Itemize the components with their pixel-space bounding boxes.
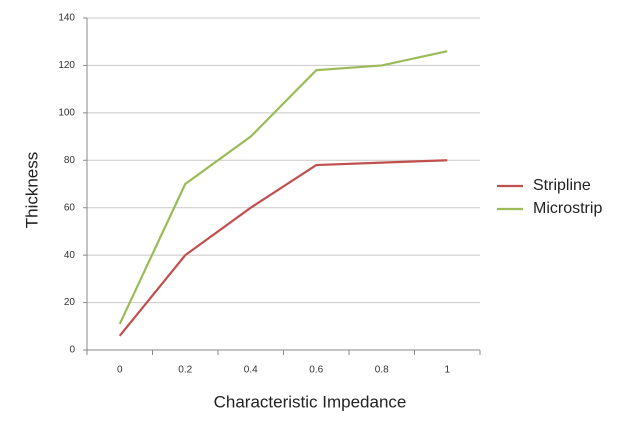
y-tick-label: 80 xyxy=(64,155,76,166)
x-tick-label: 0 xyxy=(117,365,123,376)
x-tick-label: 0.6 xyxy=(309,365,323,376)
x-tick-label: 0.2 xyxy=(178,365,192,376)
x-tick-label: 0.4 xyxy=(244,365,258,376)
y-tick-label: 140 xyxy=(58,13,75,24)
x-tick-label: 0.8 xyxy=(375,365,389,376)
y-tick-label: 40 xyxy=(64,250,76,261)
y-tick-label: 20 xyxy=(64,297,76,308)
x-axis-title: Characteristic Impedance xyxy=(214,392,407,411)
y-axis-title: Thickness xyxy=(22,152,41,229)
y-tick-label: 0 xyxy=(69,345,75,356)
y-tick-label: 120 xyxy=(58,60,75,71)
series-line xyxy=(118,159,448,337)
series-line xyxy=(118,50,448,325)
legend-label: Microstrip xyxy=(533,200,602,217)
y-tick-label: 60 xyxy=(64,202,76,213)
y-tick-label: 100 xyxy=(58,107,75,118)
x-tick-label: 1 xyxy=(444,365,450,376)
legend-label: Stripline xyxy=(533,177,591,194)
